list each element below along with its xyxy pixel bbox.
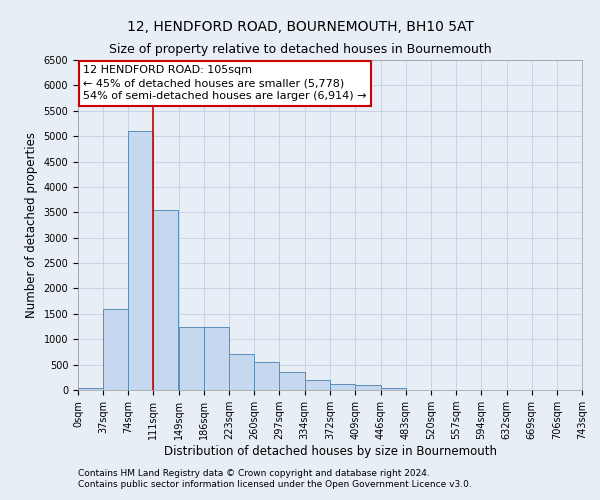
Bar: [229, 354, 254, 390]
Bar: [128, 131, 153, 390]
X-axis label: Distribution of detached houses by size in Bournemouth: Distribution of detached houses by size …: [163, 445, 497, 458]
Bar: [153, 210, 178, 390]
Bar: [280, 372, 305, 390]
Text: Size of property relative to detached houses in Bournemouth: Size of property relative to detached ho…: [109, 42, 491, 56]
Text: Contains HM Land Registry data © Crown copyright and database right 2024.: Contains HM Land Registry data © Crown c…: [78, 468, 430, 477]
Bar: [204, 326, 229, 390]
Text: 12, HENDFORD ROAD, BOURNEMOUTH, BH10 5AT: 12, HENDFORD ROAD, BOURNEMOUTH, BH10 5AT: [127, 20, 473, 34]
Bar: [331, 384, 355, 390]
Bar: [78, 388, 103, 390]
Bar: [254, 362, 280, 390]
Bar: [305, 380, 329, 390]
Bar: [179, 326, 204, 390]
Text: 12 HENDFORD ROAD: 105sqm
← 45% of detached houses are smaller (5,778)
54% of sem: 12 HENDFORD ROAD: 105sqm ← 45% of detach…: [83, 65, 367, 102]
Bar: [355, 385, 380, 390]
Bar: [380, 388, 406, 390]
Text: Contains public sector information licensed under the Open Government Licence v3: Contains public sector information licen…: [78, 480, 472, 489]
Bar: [103, 309, 128, 390]
Y-axis label: Number of detached properties: Number of detached properties: [25, 132, 38, 318]
